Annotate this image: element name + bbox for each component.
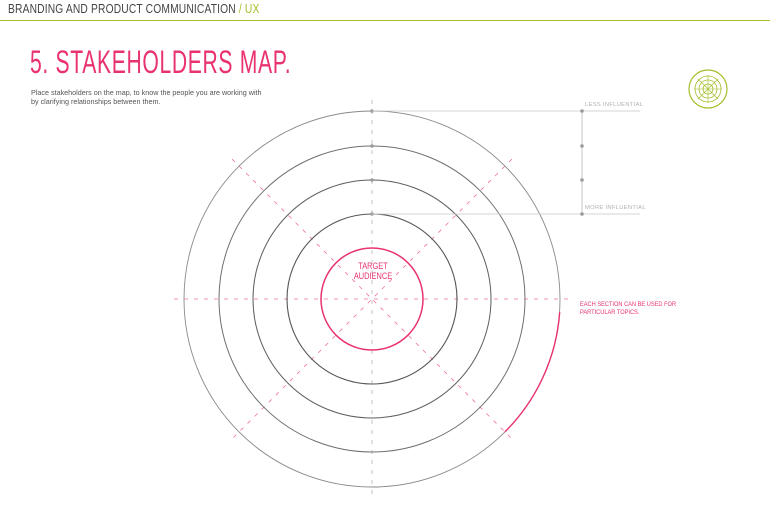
- intro-line: by clarifying relationships between them…: [31, 96, 161, 106]
- influence-scale-dot: [580, 178, 584, 182]
- target-audience-label: TARGET AUDIENCE: [340, 262, 406, 282]
- highlighted-section-arc: [504, 312, 561, 433]
- topics-note-line: PARTICULAR TOPICS.: [580, 309, 640, 317]
- header-course: BRANDING AND PRODUCT COMMUNICATION: [8, 2, 236, 16]
- influence-scale-dot: [580, 212, 584, 216]
- ring-marker: [370, 144, 374, 148]
- header-section: UX: [244, 2, 260, 16]
- influence-scale-dot: [580, 109, 584, 113]
- page-title: 5. STAKEHOLDERS MAP.: [30, 44, 292, 80]
- topics-note-line: EACH SECTION CAN BE USED FOR: [580, 301, 677, 308]
- header-divider: [0, 20, 770, 21]
- center-label-line: AUDIENCE: [353, 271, 393, 282]
- intro-text: Place stakeholders on the map, to know t…: [31, 88, 361, 106]
- center-label-line: TARGET: [358, 261, 388, 272]
- target-audience-ring: [320, 247, 424, 351]
- intro-line: Place stakeholders on the map, to know t…: [31, 88, 262, 97]
- topics-note: EACH SECTION CAN BE USED FOR PARTICULAR …: [580, 301, 676, 318]
- less-influential-label: LESS INFLUENTIAL: [585, 102, 644, 108]
- stakeholder-map-icon: [688, 69, 728, 109]
- more-influential-label: MORE INFLUENTIAL: [585, 205, 646, 211]
- header: BRANDING AND PRODUCT COMMUNICATION / UX: [8, 2, 259, 16]
- header-separator: /: [235, 2, 245, 16]
- influence-scale-dot: [580, 144, 584, 148]
- ring-marker: [370, 178, 374, 182]
